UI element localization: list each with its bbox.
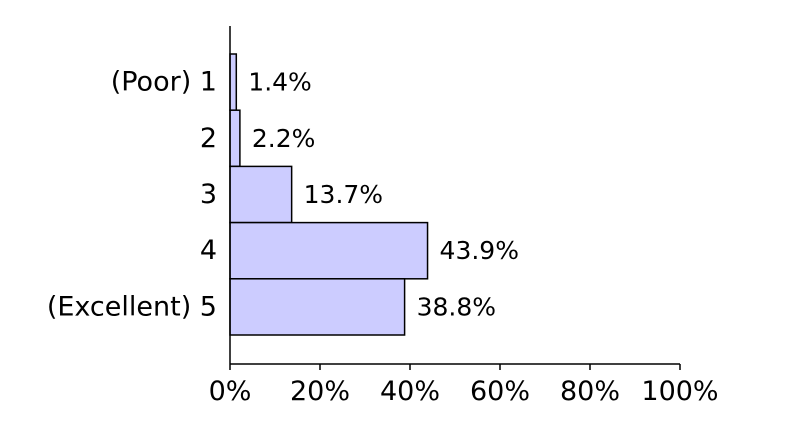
x-tick-label-40: 40% [380, 376, 440, 407]
category-labels: (Poor) 1 2 3 4 (Excellent) 5 [47, 67, 217, 323]
data-label-1: 1.4% [248, 68, 312, 97]
bar-4 [229, 221, 429, 280]
x-tick-label-100: 100% [641, 376, 718, 407]
data-label-5: 38.8% [417, 292, 496, 321]
category-label-3: 3 [200, 179, 217, 210]
category-label-1: (Poor) 1 [111, 67, 217, 98]
category-label-4: 4 [200, 235, 217, 266]
bar-1 [229, 53, 238, 111]
data-labels: 1.4% 2.2% 13.7% 43.9% 38.8% [248, 68, 519, 322]
data-label-4: 43.9% [440, 236, 519, 265]
data-label-2: 2.2% [252, 124, 316, 153]
bars-group [229, 53, 429, 336]
x-tick-label-20: 20% [290, 376, 350, 407]
bar-2 [229, 109, 241, 168]
x-axis-ticks: 0% 20% 40% 60% 80% 100% [209, 364, 719, 407]
category-label-2: 2 [200, 123, 217, 154]
bar-3 [229, 165, 293, 224]
x-tick-label-0: 0% [209, 376, 252, 407]
x-tick-label-60: 60% [470, 376, 530, 407]
bar-5 [229, 278, 406, 336]
x-tick-label-80: 80% [560, 376, 620, 407]
data-label-3: 13.7% [304, 180, 383, 209]
category-label-5: (Excellent) 5 [47, 291, 217, 322]
